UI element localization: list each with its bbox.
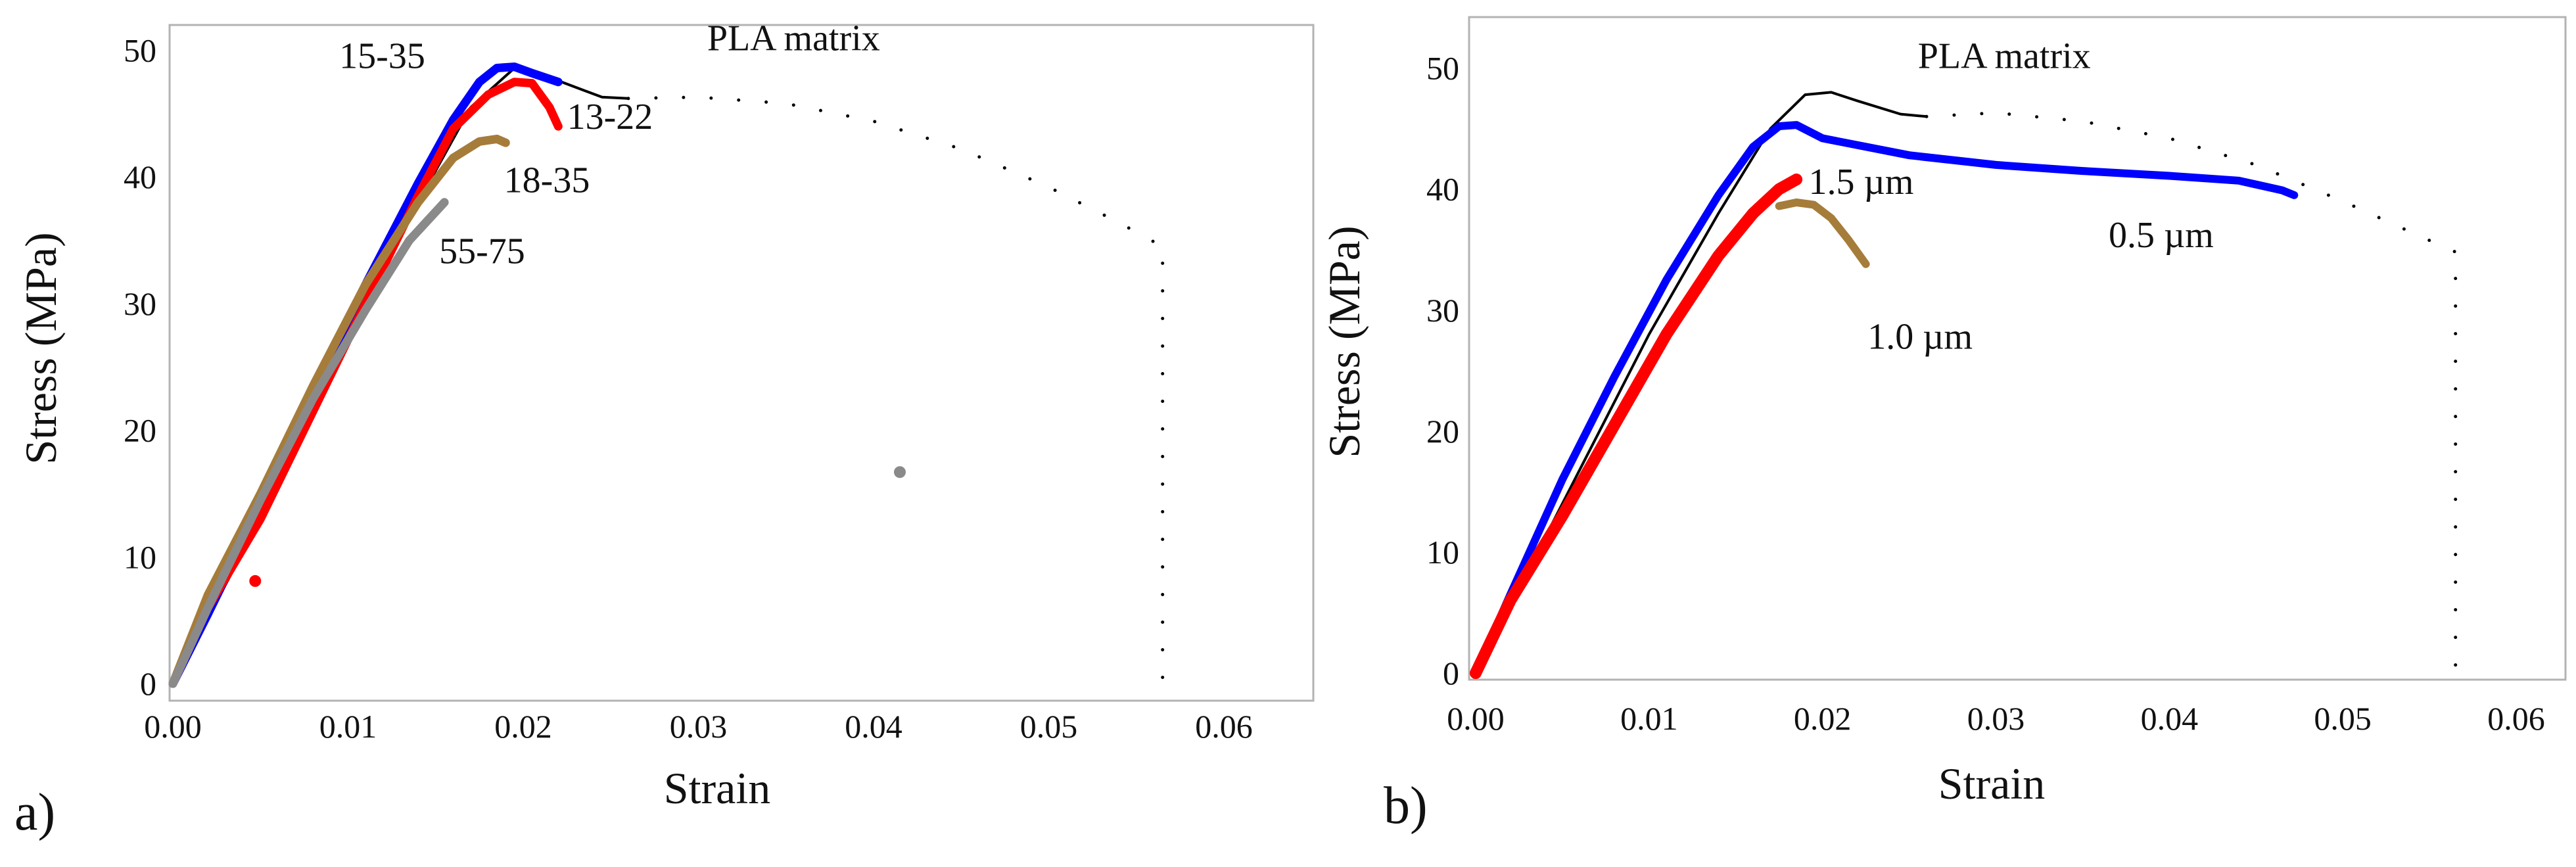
panel-b-y-tick-label: 40 <box>1426 171 1459 208</box>
panel-a-outlier-point <box>249 574 262 587</box>
panel-a-y-tick-label: 30 <box>124 285 156 322</box>
panel-b-label: b) <box>1384 777 1428 835</box>
panel-b-series-0-5-m <box>1472 121 2299 677</box>
panel-b-y-axis-label: Stress (MPa) <box>1319 225 1369 457</box>
panel-b-curve-label: 1.0 µm <box>1867 317 1973 358</box>
panel-b-x-axis-label: Strain <box>1938 759 2045 808</box>
panel-a-curve-label: 13-22 <box>567 97 653 137</box>
panel-a-y-tick-label: 0 <box>140 665 156 702</box>
panel-b-matrix-line <box>1474 91 1927 674</box>
panel-b-annotations: PLA matrix 1.5 µm 0.5 µm 1.0 µm <box>1809 36 2214 358</box>
panel-b-x-tick-label: 0.05 <box>2314 700 2372 737</box>
panel-a-curve-label: 55-75 <box>439 231 525 271</box>
panel-b-x-tick-label: 0.04 <box>2141 700 2199 737</box>
panel-a-x-tick-label: 0.06 <box>1195 708 1253 745</box>
panel-a-y-tick-label: 40 <box>124 158 156 195</box>
panel-a-chart: 0.00 0.01 0.02 0.03 0.04 0.05 0.0601020304050 … <box>14 18 1315 841</box>
panel-a-curve-label: 15-35 <box>339 36 425 77</box>
panel-b-chart: 0.00 0.01 0.02 0.03 0.04 0.05 0.0601020304050 … <box>1319 16 2567 835</box>
panel-a-frame <box>168 24 1315 702</box>
panel-b-frame <box>1468 16 2567 681</box>
panel-a-x-tick-label: 0.01 <box>319 708 377 745</box>
panel-a-curve-label: 18-35 <box>504 160 590 200</box>
panel-a-y-axis-label: Stress (MPa) <box>16 232 66 464</box>
panel-b-series <box>1470 91 2458 679</box>
panel-b-series-1-0-m <box>1775 199 1870 268</box>
panel-b-x-tick-label: 0.06 <box>2487 700 2545 737</box>
panel-b-x-tick-label: 0.01 <box>1620 700 1678 737</box>
panel-b-x-tick-label: 0.03 <box>1967 700 2025 737</box>
panel-b-ticks: 0.00 0.01 0.02 0.03 0.04 0.05 0.06 0 10 20 30 40 50 <box>1426 50 2545 737</box>
panel-a-x-tick-label: 0.00 <box>144 708 202 745</box>
panel-b-y-tick-label: 30 <box>1426 292 1459 329</box>
panel-b-y-tick-label: 10 <box>1426 534 1459 571</box>
panel-a-label: a) <box>14 784 55 841</box>
panel-b-y-tick-label: 0 <box>1443 655 1459 691</box>
panel-b-y-tick-label: 20 <box>1426 413 1459 450</box>
panel-b-curve-label: PLA matrix <box>1918 36 2091 77</box>
panel-a-series <box>168 62 1165 688</box>
panel-b-x-tick-label: 0.02 <box>1794 700 1852 737</box>
panel-a-x-axis-label: Strain <box>664 763 770 813</box>
panel-a-y-tick-label: 50 <box>124 32 156 69</box>
panel-a-curve-label: PLA matrix <box>707 18 880 59</box>
panel-a-ticks: 0.00 0.01 0.02 0.03 0.04 0.05 0.06 0 10 20 30 40 50 <box>124 32 1253 745</box>
panel-a-x-tick-label: 0.03 <box>670 708 728 745</box>
panel-a-x-tick-label: 0.02 <box>494 708 552 745</box>
panel-b-series-1-5-m <box>1470 174 1803 679</box>
panel-a-x-tick-label: 0.04 <box>845 708 902 745</box>
panel-a-y-tick-label: 10 <box>124 538 156 575</box>
panel-b-x-tick-label: 0.00 <box>1447 700 1505 737</box>
panel-a-series-13-22 <box>168 78 563 688</box>
panel-b-curve-label: 1.5 µm <box>1809 162 1914 202</box>
panel-a-x-tick-label: 0.05 <box>1020 708 1078 745</box>
panel-b-curve-label: 0.5 µm <box>2109 215 2214 256</box>
panel-a-series-55-75 <box>168 198 449 688</box>
panel-a-outlier-point <box>893 466 906 479</box>
panel-a-y-tick-label: 20 <box>124 412 156 449</box>
panel-a-annotations: PLA matrix 15-35 13-22 18-35 55-75 <box>339 18 880 272</box>
panel-b-y-tick-label: 50 <box>1426 50 1459 87</box>
